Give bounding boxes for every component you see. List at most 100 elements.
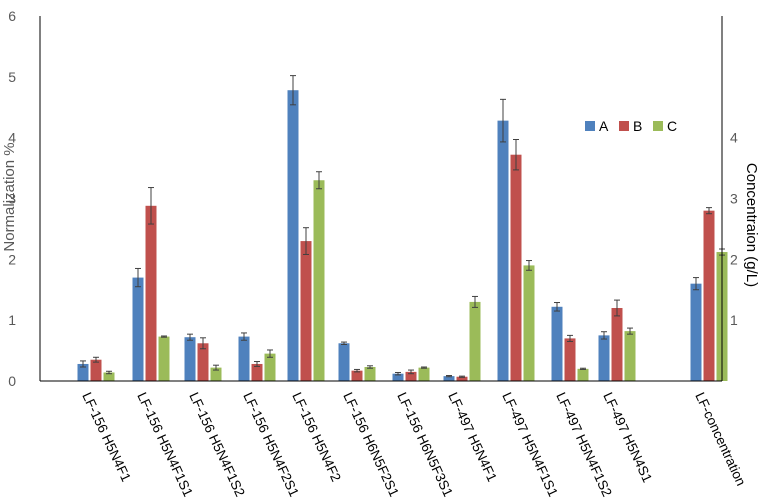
error-bar: [526, 260, 532, 271]
legend-item-a: A: [585, 118, 609, 134]
bar-a: [238, 336, 250, 381]
bar-b: [251, 363, 263, 381]
bar-c: [103, 372, 115, 381]
bar-c: [210, 367, 222, 381]
y2-tick-label: 3: [730, 191, 738, 207]
bar-c: [523, 265, 535, 381]
x-tick-label: LF-156 H5N4F2S1: [240, 390, 301, 499]
bar-b: [405, 371, 417, 381]
bar-a: [184, 337, 196, 381]
legend-swatch: [619, 121, 629, 131]
error-bar: [187, 333, 193, 341]
error-bar: [106, 370, 112, 375]
error-bar: [161, 335, 167, 338]
legend-item-b: B: [619, 118, 642, 134]
y2-axis-title: Concentraion (g/L): [743, 163, 760, 287]
error-bar: [135, 267, 141, 288]
y-tick-label: 6: [8, 8, 16, 24]
legend-swatch: [585, 121, 595, 131]
error-bar: [213, 364, 219, 371]
bar-c: [418, 367, 430, 381]
bar-a: [443, 376, 455, 381]
error-bar: [254, 361, 260, 367]
bar-a: [287, 90, 299, 381]
error-bar: [241, 332, 247, 341]
error-bar: [614, 299, 620, 317]
y-tick-label: 5: [8, 69, 16, 85]
error-bar: [472, 295, 478, 308]
error-bar: [513, 138, 519, 171]
y-tick-label: 4: [8, 130, 16, 146]
bar-a: [598, 335, 610, 381]
error-bar: [554, 302, 560, 312]
legend: A B C: [585, 118, 677, 134]
legend-label: C: [667, 118, 677, 134]
x-tick-label: LF-concentration: [692, 390, 748, 488]
bar-c: [624, 331, 636, 381]
bar-b: [456, 376, 468, 381]
legend-label: A: [599, 118, 609, 134]
y-tick-label: 2: [8, 251, 16, 267]
x-tick-label: LF-156 H6N5F3S1: [394, 390, 455, 499]
error-bar: [80, 360, 86, 368]
y-tick-label: 3: [8, 191, 16, 207]
error-bar: [290, 75, 296, 106]
bar-c: [158, 336, 170, 381]
error-bar: [395, 371, 401, 376]
error-bar: [693, 277, 699, 291]
bar-b: [300, 241, 312, 381]
x-tick-label: LF-156 H5N4F1S1: [134, 390, 195, 499]
bar-c: [577, 368, 589, 381]
y-tick-label: 0: [8, 373, 16, 389]
error-bar: [303, 227, 309, 255]
bars-layer: [77, 75, 728, 381]
error-bar: [354, 368, 360, 373]
y-axis-title: Normalization %: [1, 142, 18, 251]
bar-b: [145, 205, 157, 381]
bar-b: [703, 210, 715, 381]
legend-label: B: [633, 118, 642, 134]
error-bar: [267, 349, 273, 358]
bar-c: [364, 367, 376, 381]
x-tick-label: LF-156 H5N4F1S2: [186, 390, 247, 499]
x-tick-label: LF-497 H5N4S1: [600, 390, 655, 485]
error-bar: [459, 375, 465, 378]
error-bar: [148, 187, 154, 225]
y2-tick-label: 1: [730, 312, 738, 328]
y2-tick-label: 4: [730, 130, 738, 146]
error-bar: [706, 207, 712, 215]
bar-a: [338, 343, 350, 381]
bar-a: [497, 120, 509, 381]
x-tick-label: LF-497 H5N4F1: [445, 390, 500, 484]
error-bar: [341, 341, 347, 345]
bar-a: [77, 363, 89, 381]
error-bar: [500, 98, 506, 143]
legend-swatch: [653, 121, 663, 131]
bar-c: [313, 180, 325, 381]
error-bar: [580, 367, 586, 370]
x-tick-label: LF-156 H6N5F2S1: [340, 390, 401, 499]
x-tick-label: LF-156 H5N4F1: [79, 390, 134, 484]
error-bar: [446, 375, 452, 378]
bar-b: [510, 154, 522, 381]
bar-b: [611, 308, 623, 381]
legend-item-c: C: [653, 118, 677, 134]
bar-c: [469, 301, 481, 381]
error-bar: [408, 369, 414, 375]
bar-b: [197, 343, 209, 381]
bar-a: [551, 306, 563, 381]
bar-a: [690, 283, 702, 381]
error-bar: [421, 366, 427, 369]
bar-b: [351, 370, 363, 381]
error-bar: [200, 337, 206, 350]
x-tick-label: LF-497 H5N4F1S1: [499, 390, 560, 499]
bar-a: [132, 277, 144, 381]
error-bar: [316, 171, 322, 190]
error-bar: [627, 327, 633, 335]
error-bar: [567, 334, 573, 342]
error-bar: [93, 356, 99, 363]
y2-tick-label: 2: [730, 251, 738, 267]
x-tick-label: LF-156 H5N4F2: [289, 390, 344, 484]
